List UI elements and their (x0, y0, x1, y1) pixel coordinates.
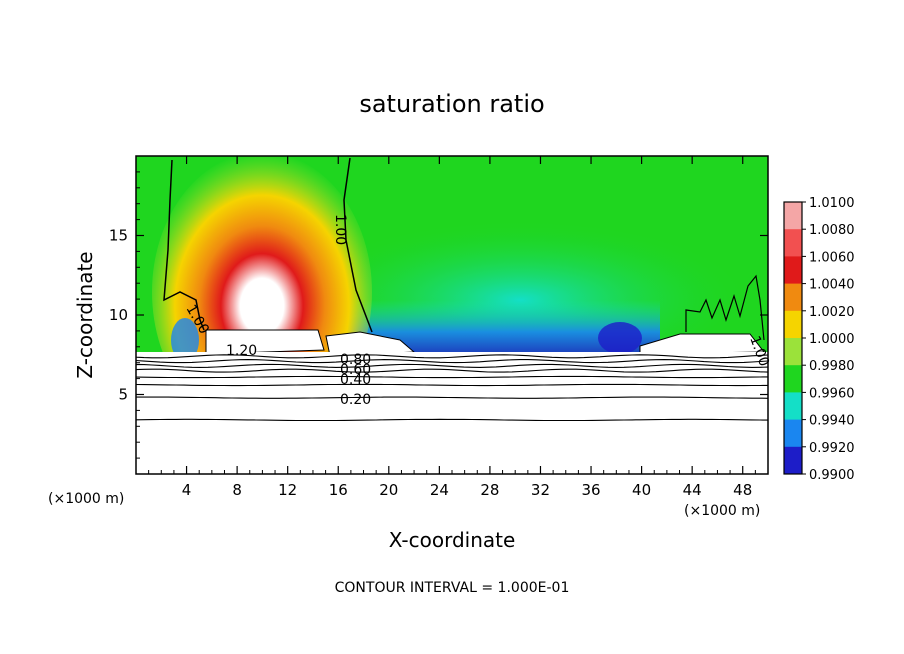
colorbar-label: 0.9960 (809, 386, 855, 401)
colorbar-label: 1.0100 (809, 196, 855, 211)
footer-contour-interval: CONTOUR INTERVAL = 1.000E-01 (335, 580, 570, 596)
colorbar-swatch (784, 283, 802, 312)
contour-line (136, 418, 768, 422)
contour-line-stack (136, 354, 768, 422)
x-tick-label: 12 (278, 481, 297, 499)
colorbar-swatch (784, 256, 802, 285)
x-tick-label: 36 (581, 481, 600, 499)
contour-label: 0.40 (340, 372, 371, 388)
colorbar-swatch (784, 202, 802, 230)
region-blue-right (598, 322, 642, 354)
contour-line (136, 375, 768, 379)
contour-line-1-00-left (163, 159, 205, 331)
region-blue-left (171, 318, 199, 362)
contour-label: 1.20 (226, 343, 257, 359)
x-axis: 4 8 12 16 20 24 28 32 36 40 44 48 (148, 156, 756, 499)
heatmap-field (136, 156, 768, 474)
y-tick-label: 5 (118, 386, 128, 404)
contour-line (136, 354, 768, 359)
x-unit-right: (×1000 m) (684, 503, 760, 519)
x-tick-label: 48 (733, 481, 752, 499)
contour-label: 0.80 (340, 352, 371, 368)
x-tick-label: 32 (531, 481, 550, 499)
contour-line-1-00-right (685, 274, 765, 341)
contour-line (136, 359, 768, 364)
y-axis: 5 10 15 (109, 171, 768, 459)
colorbar-label: 0.9980 (809, 359, 855, 374)
colorbar-swatch (784, 392, 802, 421)
x-tick-label: 24 (430, 481, 449, 499)
contour-line (136, 383, 768, 387)
contour-label: 0.20 (340, 392, 371, 408)
region-lower-white (136, 352, 768, 474)
colorbar-label: 1.0000 (809, 332, 855, 347)
colorbar-label: 0.9900 (809, 468, 855, 483)
colorbar-swatch (784, 338, 802, 366)
colorbar-label: 1.0060 (809, 250, 855, 265)
y-tick-label: 10 (109, 306, 128, 324)
colorbar-label: 0.9940 (809, 414, 855, 429)
x-tick-label: 8 (232, 481, 242, 499)
x-tick-label: 4 (182, 481, 192, 499)
x-tick-label: 40 (632, 481, 651, 499)
x-axis-label: X-coordinate (389, 528, 516, 552)
chart-title: saturation ratio (359, 90, 544, 118)
x-tick-label: 20 (379, 481, 398, 499)
colorbar-swatch (784, 229, 802, 257)
colorbar: 1.0100 1.0080 1.0060 1.0040 1.0020 1.0000 0.99… (783, 196, 855, 483)
colorbar-label: 1.0080 (809, 223, 855, 238)
y-axis-label: Z-coordinate (73, 251, 97, 378)
contour-line-1-00-mid (343, 157, 373, 333)
contour-label: 0.60 (340, 362, 371, 378)
colorbar-swatch (784, 419, 802, 448)
colorbar-swatch (784, 446, 802, 475)
x-tick-label: 16 (329, 481, 348, 499)
x-tick-label: 44 (683, 481, 702, 499)
region-cloud-top-white-left (205, 329, 325, 355)
x-tick-label: 28 (480, 481, 499, 499)
colorbar-swatch (784, 310, 802, 339)
colorbar-label: 1.0040 (809, 278, 855, 293)
contour-line (136, 363, 768, 368)
y-tick-label: 15 (109, 227, 128, 245)
contour-line (136, 368, 768, 373)
contour-label: 1.00 (332, 214, 348, 245)
x-unit-left: (×1000 m) (48, 491, 124, 507)
colorbar-swatch (784, 365, 802, 393)
contour-line (136, 396, 768, 399)
colorbar-label: 1.0020 (809, 305, 855, 320)
colorbar-label: 0.9920 (809, 441, 855, 456)
